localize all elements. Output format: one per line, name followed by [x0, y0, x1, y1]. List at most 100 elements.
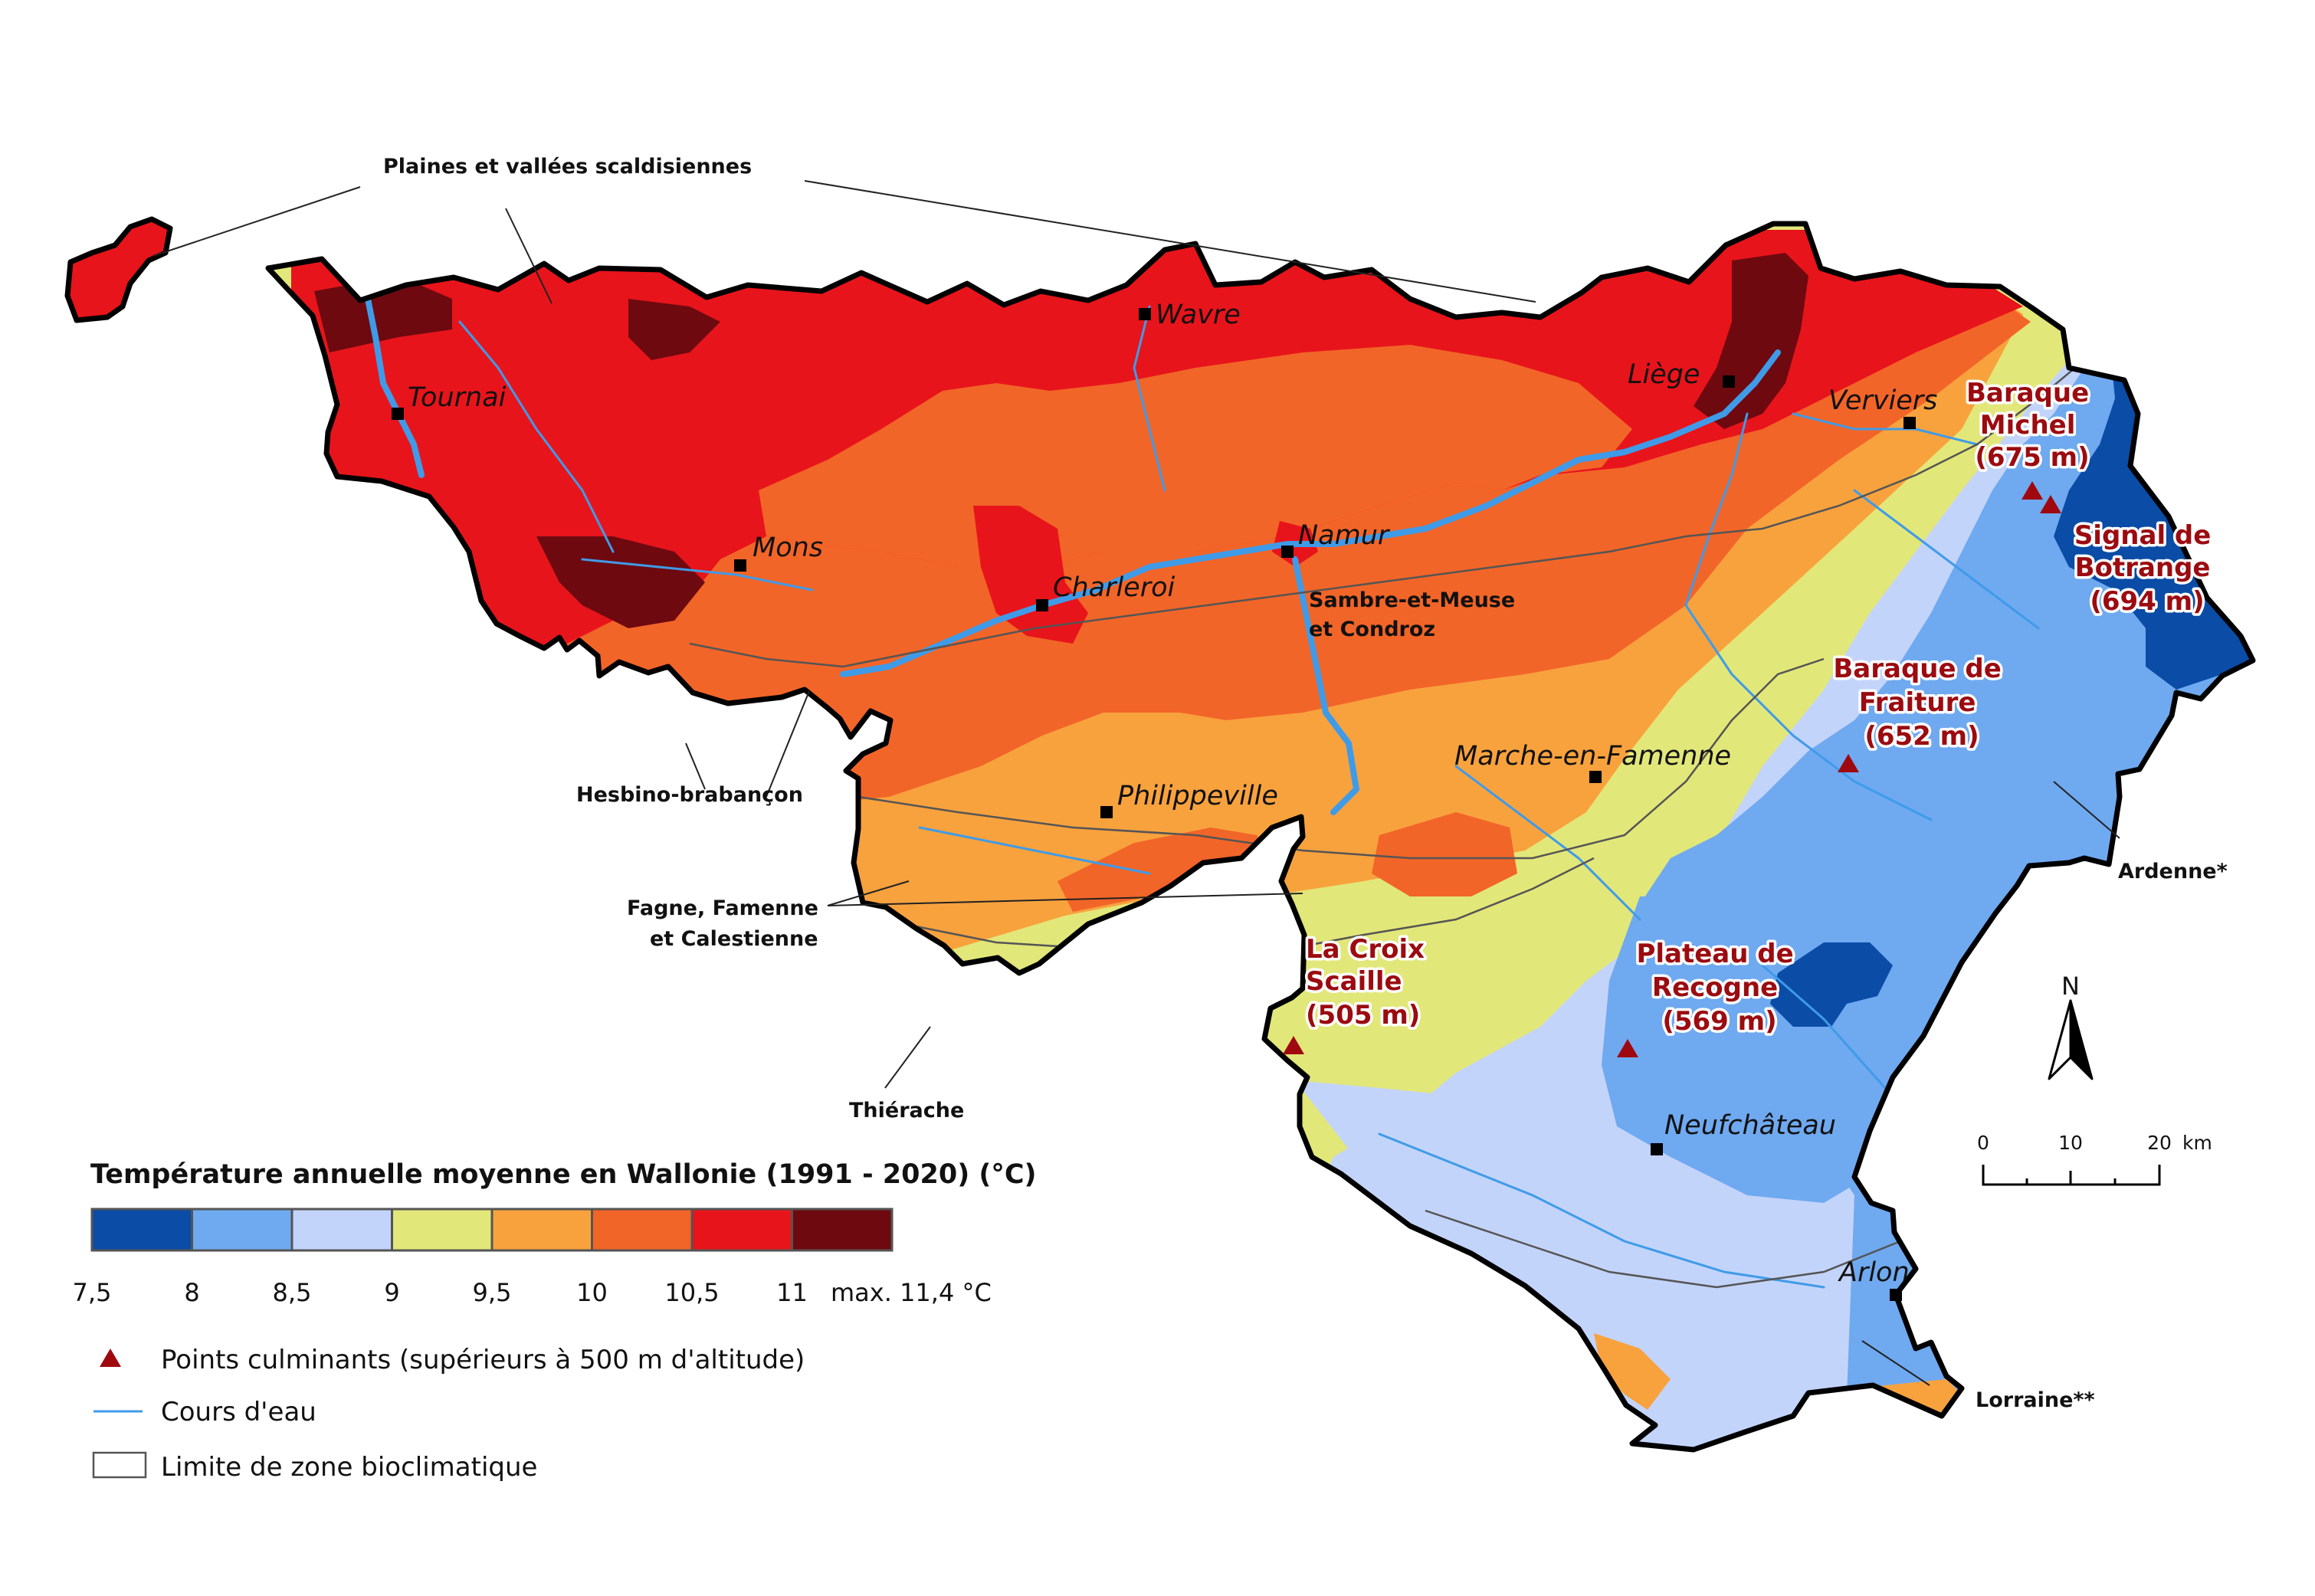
north-label: N [2061, 972, 2080, 1001]
legend-tick-3: 9 [384, 1278, 399, 1307]
city-label-neufchateau: Neufchâteau [1664, 1110, 1836, 1141]
zone-11-max-liege [1694, 253, 1808, 429]
city-marker-verviers [1903, 417, 1916, 429]
zone-9_5-10-lorraine-b [1870, 1379, 1962, 1417]
zone-11-max-mons [536, 536, 705, 628]
city-label-arlon: Arlon [1838, 1257, 1910, 1288]
leader-lines [152, 180, 2120, 1386]
scale-unit: km [2182, 1132, 2212, 1154]
legend: Température annuelle moyenne en Wallonie… [73, 1159, 1037, 1483]
legend-swatch-3 [391, 1208, 493, 1252]
zone-label-thierache: Thiérache [849, 1099, 964, 1122]
city-label-liege: Liège [1628, 359, 1700, 390]
city-label-wavre: Wavre [1156, 300, 1241, 330]
legend-zones-label: Limite de zone bioclimatique [161, 1452, 537, 1483]
scale-bar: 0 10 20 km [1977, 1132, 2212, 1186]
city-marker-wavre [1139, 308, 1151, 320]
legend-max-label: max. 11,4 °C [831, 1278, 992, 1307]
peak-label-michel: Baraque Michel (675 m) [1966, 378, 2098, 473]
peak-label-recogne: Plateau de Recogne (569 m) [1636, 939, 1802, 1037]
legend-zone-icon [92, 1451, 147, 1479]
zone-label-fagne-1: Fagne, Famenne [627, 896, 818, 920]
legend-swatch-4 [490, 1208, 593, 1252]
zone-10-10_5-south-b [1372, 812, 1517, 896]
city-marker-liege [1723, 375, 1735, 388]
river-dyle [1133, 305, 1166, 492]
city-label-tournai: Tournai [408, 382, 507, 413]
wallonia-border [265, 221, 2256, 1453]
legend-tick-0: 7,5 [73, 1278, 112, 1307]
peak-marker-botrange [2040, 495, 2061, 513]
zone-label-scaldisiennes: Plaines et vallées scaldisiennes [383, 155, 752, 179]
legend-swatch-2 [290, 1208, 393, 1252]
legend-swatch-1 [191, 1208, 293, 1252]
peak-marker-michel [2022, 481, 2043, 500]
river-ourthe [1684, 412, 1749, 607]
river-vesdre [1792, 412, 1979, 446]
peak-marker-fraiture [1838, 754, 1859, 772]
peak-label-fraiture: Baraque de Fraiture (652 m) [1833, 654, 2010, 752]
peak-marker-recogne [1617, 1039, 1638, 1057]
city-label-namur: Namur [1298, 520, 1391, 551]
legend-tick-6: 10,5 [664, 1278, 719, 1307]
legend-tick-1: 8 [184, 1278, 199, 1307]
scale-label-10: 10 [2058, 1132, 2083, 1154]
scale-label-0: 0 [1977, 1132, 1989, 1154]
peak-label-croix: La Croix Scaille (505 m) [1306, 934, 1434, 1031]
river-lesse [1454, 765, 1641, 921]
legend-title: Température annuelle moyenne en Wallonie… [90, 1159, 1037, 1190]
legend-swatch-7 [791, 1208, 894, 1252]
zone-label-sambre-2: et Condroz [1309, 618, 1435, 641]
legend-swatch-0 [90, 1208, 193, 1252]
river-sambre-meuse [840, 349, 1781, 677]
scale-line [1982, 1165, 2161, 1186]
river-viroin [918, 826, 1151, 875]
city-label-marche: Marche-en-Famenne [1454, 741, 1731, 772]
zone-label-ardenne: Ardenne* [2118, 860, 2228, 883]
scale-label-20: 20 [2147, 1132, 2172, 1154]
legend-rivers-label: Cours d'eau [161, 1397, 316, 1427]
river-ourthe-upper [1684, 604, 1933, 821]
city-marker-marche [1589, 771, 1602, 783]
city-marker-neufchateau [1651, 1143, 1663, 1155]
zone-label-lorraine: Lorraine** [1976, 1388, 2095, 1412]
zone-7_5-8-recogne [1770, 942, 1893, 1027]
zone-11-max-2 [628, 299, 720, 360]
city-label-verviers: Verviers [1828, 385, 1937, 416]
city-marker-charleroi [1036, 599, 1048, 611]
city-marker-mons [734, 559, 746, 572]
enclave-comines [64, 216, 173, 323]
legend-tick-labels: 7,5 8 8,5 9 9,5 10 10,5 11 [73, 1278, 808, 1307]
river-dendre [458, 320, 615, 553]
north-arrow-left [2048, 999, 2072, 1080]
north-arrow: N [2048, 972, 2094, 1080]
river-meuse-south [1292, 556, 1359, 815]
zone-label-sambre-1: Sambre-et-Meuse [1309, 588, 1515, 612]
city-marker-tournai [392, 408, 404, 420]
zone-label-hesbino: Hesbino-brabançon [576, 783, 803, 807]
legend-tick-5: 10 [576, 1278, 608, 1307]
city-label-charleroi: Charleroi [1053, 572, 1176, 603]
legend-peak-icon [100, 1349, 121, 1367]
zone-8_5-9-south [1295, 1080, 1900, 1303]
legend-swatch-5 [591, 1208, 694, 1252]
zone-10-10_5-south-a [1057, 827, 1272, 912]
zone-10_5-11-charleroi [973, 506, 1088, 644]
legend-tick-2: 8,5 [273, 1278, 312, 1307]
legend-color-bar [90, 1208, 894, 1252]
river-escaut [365, 296, 425, 478]
legend-swatch-6 [690, 1208, 793, 1252]
north-arrow-right [2069, 999, 2094, 1080]
peak-marker-croix [1283, 1036, 1304, 1054]
limit-lorraine [1425, 1209, 1901, 1289]
limit-hesbino [689, 359, 2085, 668]
zone-8-8_5-recogne [1602, 896, 1862, 1203]
limit-fagne [857, 657, 1825, 860]
zone-label-fagne-2: et Calestienne [650, 927, 818, 951]
legend-tick-4: 9,5 [473, 1278, 512, 1307]
peaks: Baraque Michel (675 m) Signal de Botrang… [1283, 375, 2214, 1057]
zone-9_5-10-lorraine [1594, 1333, 1671, 1410]
city-marker-arlon [1890, 1289, 1902, 1301]
city-label-philippeville: Philippeville [1117, 781, 1278, 811]
